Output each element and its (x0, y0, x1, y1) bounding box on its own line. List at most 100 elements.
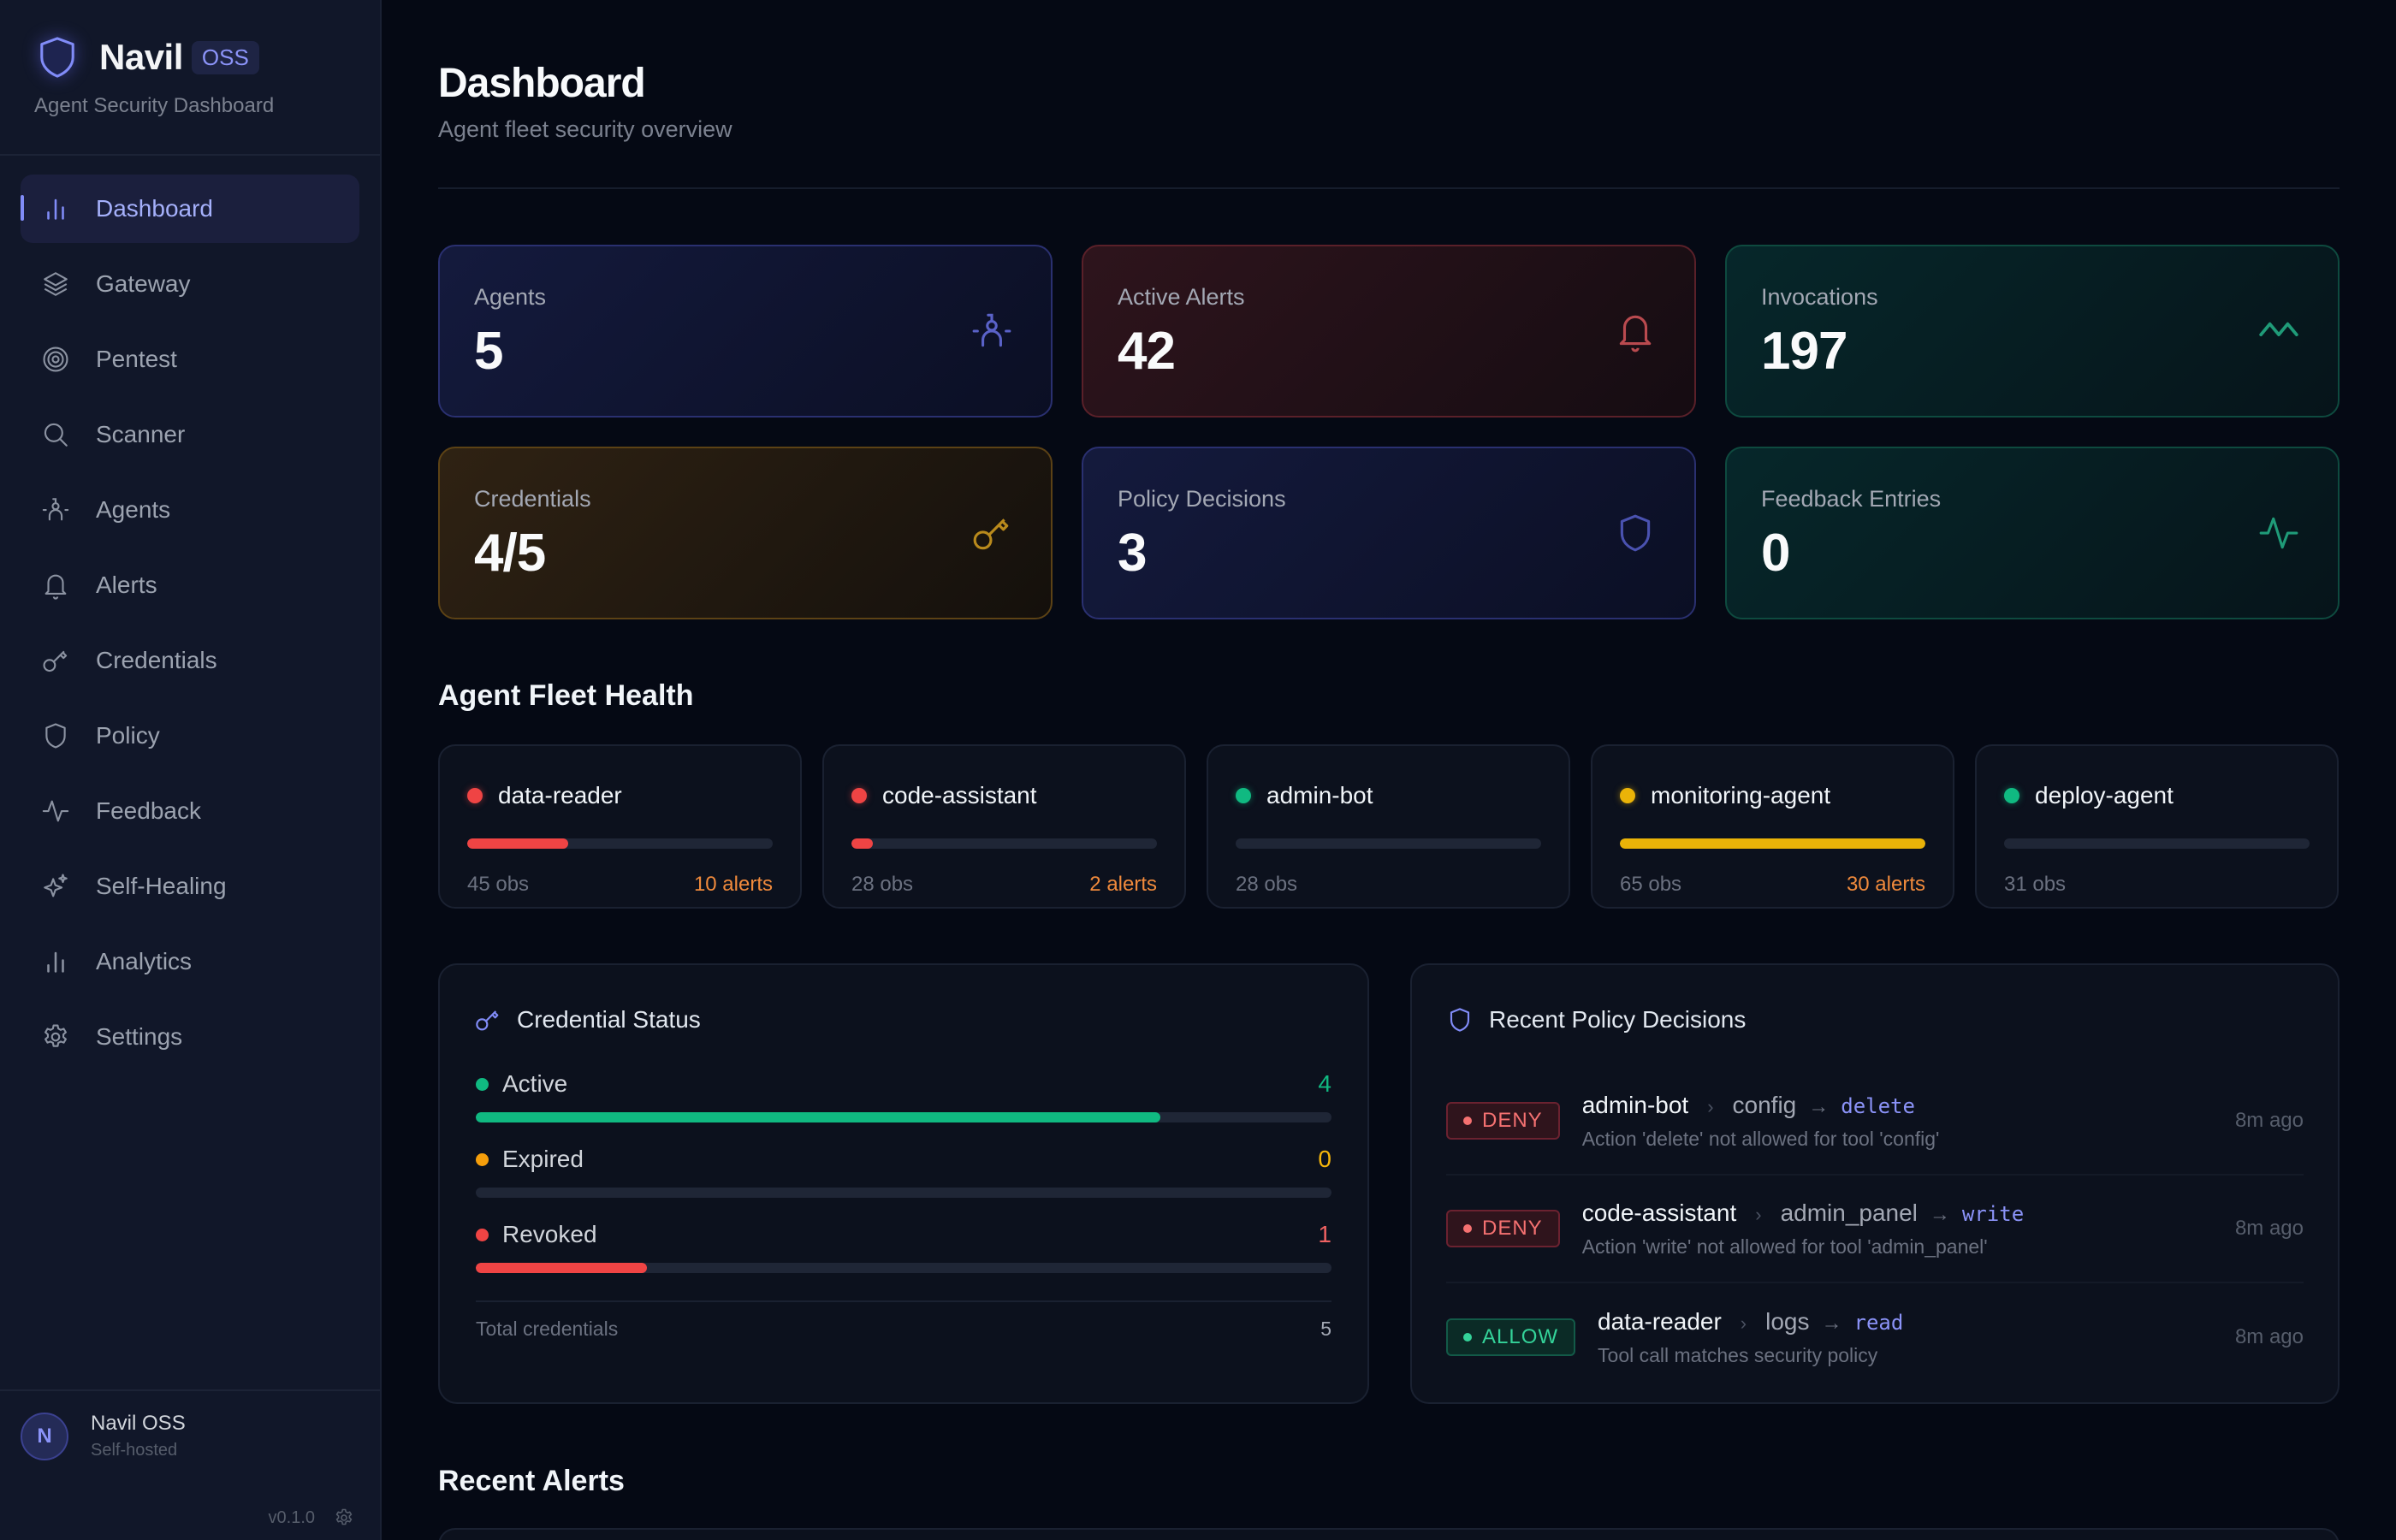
stat-label: Active Alerts (1118, 284, 1245, 310)
chevron-right-icon: › (1755, 1203, 1762, 1225)
shield-icon (1614, 512, 1657, 554)
agent-name: data-reader (498, 782, 622, 808)
arrow-right-icon: → (1821, 1311, 1842, 1335)
policy-decision-row[interactable]: DENY code-assistant › admin_panel → writ… (1446, 1176, 2304, 1283)
sidebar-item-policy[interactable]: Policy (21, 702, 359, 770)
stat-label: Feedback Entries (1761, 486, 1942, 512)
decision-action: write (1961, 1201, 2025, 1226)
stat-value: 0 (1761, 524, 1790, 583)
sidebar-item-agents[interactable]: Agents (21, 476, 359, 544)
activity-icon (41, 797, 70, 826)
alert-ratio-bar (851, 838, 1157, 849)
credential-label: Revoked (502, 1221, 597, 1247)
sidebar-item-credentials[interactable]: Credentials (21, 626, 359, 695)
agent-card[interactable]: admin-bot 28 obs (1207, 744, 1570, 909)
version-label: v0.1.0 (268, 1507, 315, 1527)
arrow-right-icon: → (1929, 1202, 1950, 1226)
panel-title: Credential Status (517, 1006, 701, 1033)
sidebar-item-feedback[interactable]: Feedback (21, 777, 359, 845)
obs-count: 28 obs (1236, 873, 1298, 896)
sidebar-item-dashboard[interactable]: Dashboard (21, 175, 359, 243)
stat-card-agents[interactable]: Agents 5 (438, 245, 1053, 418)
sidebar-item-pentest[interactable]: Pentest (21, 325, 359, 394)
agent-card[interactable]: code-assistant 28 obs 2 alerts (822, 744, 1186, 909)
decision-time: 8m ago (2234, 1109, 2304, 1132)
agent-name: code-assistant (882, 782, 1037, 808)
user-subtitle: Self-hosted (91, 1441, 178, 1460)
chevron-right-icon: › (1740, 1312, 1747, 1334)
decision-reason: Tool call matches security policy (1598, 1343, 1878, 1366)
sidebar-item-self-healing[interactable]: Self-Healing (21, 852, 359, 921)
credential-bar (476, 1188, 1331, 1198)
oss-badge: OSS (191, 40, 259, 74)
sidebar-item-analytics[interactable]: Analytics (21, 927, 359, 996)
recent-alerts-title: Recent Alerts (438, 1465, 625, 1497)
policy-decisions-panel: Recent Policy Decisions DENY admin-bot ›… (1410, 963, 2340, 1404)
sidebar-footer: N Navil OSS Self-hosted v0.1.0 (0, 1389, 380, 1540)
avatar: N (21, 1412, 68, 1460)
sidebar-nav: Dashboard Gateway Pentest Scanner Agents… (0, 156, 380, 1071)
alert-count: 30 alerts (1846, 873, 1925, 896)
policy-decision-row[interactable]: ALLOW data-reader › logs → read Tool cal… (1446, 1283, 2304, 1391)
stat-card-credentials[interactable]: Credentials 4/5 (438, 447, 1053, 619)
arrow-right-icon: → (1808, 1094, 1830, 1118)
panel-title: Recent Policy Decisions (1489, 1006, 1747, 1033)
sidebar-item-gateway[interactable]: Gateway (21, 250, 359, 318)
agent-name: monitoring-agent (1651, 782, 1831, 808)
target-icon (41, 345, 70, 374)
agent-icon (970, 310, 1013, 352)
alert-ratio-bar (1236, 838, 1541, 849)
bar-chart-icon (41, 194, 70, 223)
fleet-health-title: Agent Fleet Health (438, 679, 694, 712)
decision-time: 8m ago (2234, 1325, 2304, 1348)
credential-count: 4 (1318, 1070, 1331, 1097)
stat-card-invocations[interactable]: Invocations 197 (1725, 245, 2340, 418)
sidebar-item-label: Alerts (96, 572, 157, 598)
stat-value: 197 (1761, 322, 1847, 381)
sparkles-icon (41, 872, 70, 901)
stat-card-policy-decisions[interactable]: Policy Decisions 3 (1082, 447, 1696, 619)
agent-card[interactable]: monitoring-agent 65 obs 30 alerts (1591, 744, 1954, 909)
brand-header: Navil OSS Agent Security Dashboard (0, 0, 380, 156)
sidebar-item-settings[interactable]: Settings (21, 1003, 359, 1071)
sidebar-item-scanner[interactable]: Scanner (21, 400, 359, 469)
sidebar-item-label: Scanner (96, 421, 186, 447)
key-icon (41, 646, 70, 675)
agent-name: deploy-agent (2035, 782, 2174, 808)
credential-label: Expired (502, 1146, 584, 1172)
decision-agent: admin-bot (1581, 1091, 1689, 1118)
activity-icon (2257, 512, 2300, 554)
bell-icon (41, 571, 70, 600)
bell-icon (1614, 310, 1657, 352)
obs-count: 45 obs (467, 873, 530, 896)
page-subtitle: Agent fleet security overview (438, 116, 732, 142)
stat-value: 42 (1118, 322, 1176, 381)
trend-icon (2257, 310, 2300, 352)
stat-card-feedback-entries[interactable]: Feedback Entries 0 (1725, 447, 2340, 619)
sidebar-item-label: Dashboard (96, 195, 213, 222)
brand-subtitle: Agent Security Dashboard (34, 94, 275, 117)
stat-card-active-alerts[interactable]: Active Alerts 42 (1082, 245, 1696, 418)
credential-bar (476, 1263, 1331, 1273)
gear-icon[interactable] (334, 1507, 354, 1528)
stat-cards: Agents 5 Active Alerts 42 Invocations 19… (438, 245, 2340, 619)
verdict-badge-deny: DENY (1446, 1102, 1560, 1140)
credential-bar (476, 1112, 1331, 1122)
sidebar-item-label: Analytics (96, 948, 193, 974)
agent-card[interactable]: data-reader 45 obs 10 alerts (438, 744, 802, 909)
sidebar-item-alerts[interactable]: Alerts (21, 551, 359, 619)
policy-decision-row[interactable]: DENY admin-bot › config → delete Action … (1446, 1068, 2304, 1176)
verdict-badge-allow: ALLOW (1446, 1318, 1576, 1356)
decision-time: 8m ago (2234, 1217, 2304, 1240)
user-name: Navil OSS (91, 1412, 186, 1435)
stat-label: Agents (474, 284, 547, 310)
header-divider (438, 187, 2340, 189)
recent-alerts-panel (438, 1528, 2340, 1540)
user-profile[interactable]: N Navil OSS Self-hosted (0, 1391, 380, 1460)
agent-card[interactable]: deploy-agent 31 obs (1975, 744, 2339, 909)
decision-tool: logs (1765, 1307, 1810, 1335)
main-content: Dashboard Agent fleet security overview … (382, 0, 2396, 1540)
obs-count: 31 obs (2004, 873, 2067, 896)
status-dot (476, 1152, 489, 1166)
shield-logo-icon (40, 37, 74, 78)
